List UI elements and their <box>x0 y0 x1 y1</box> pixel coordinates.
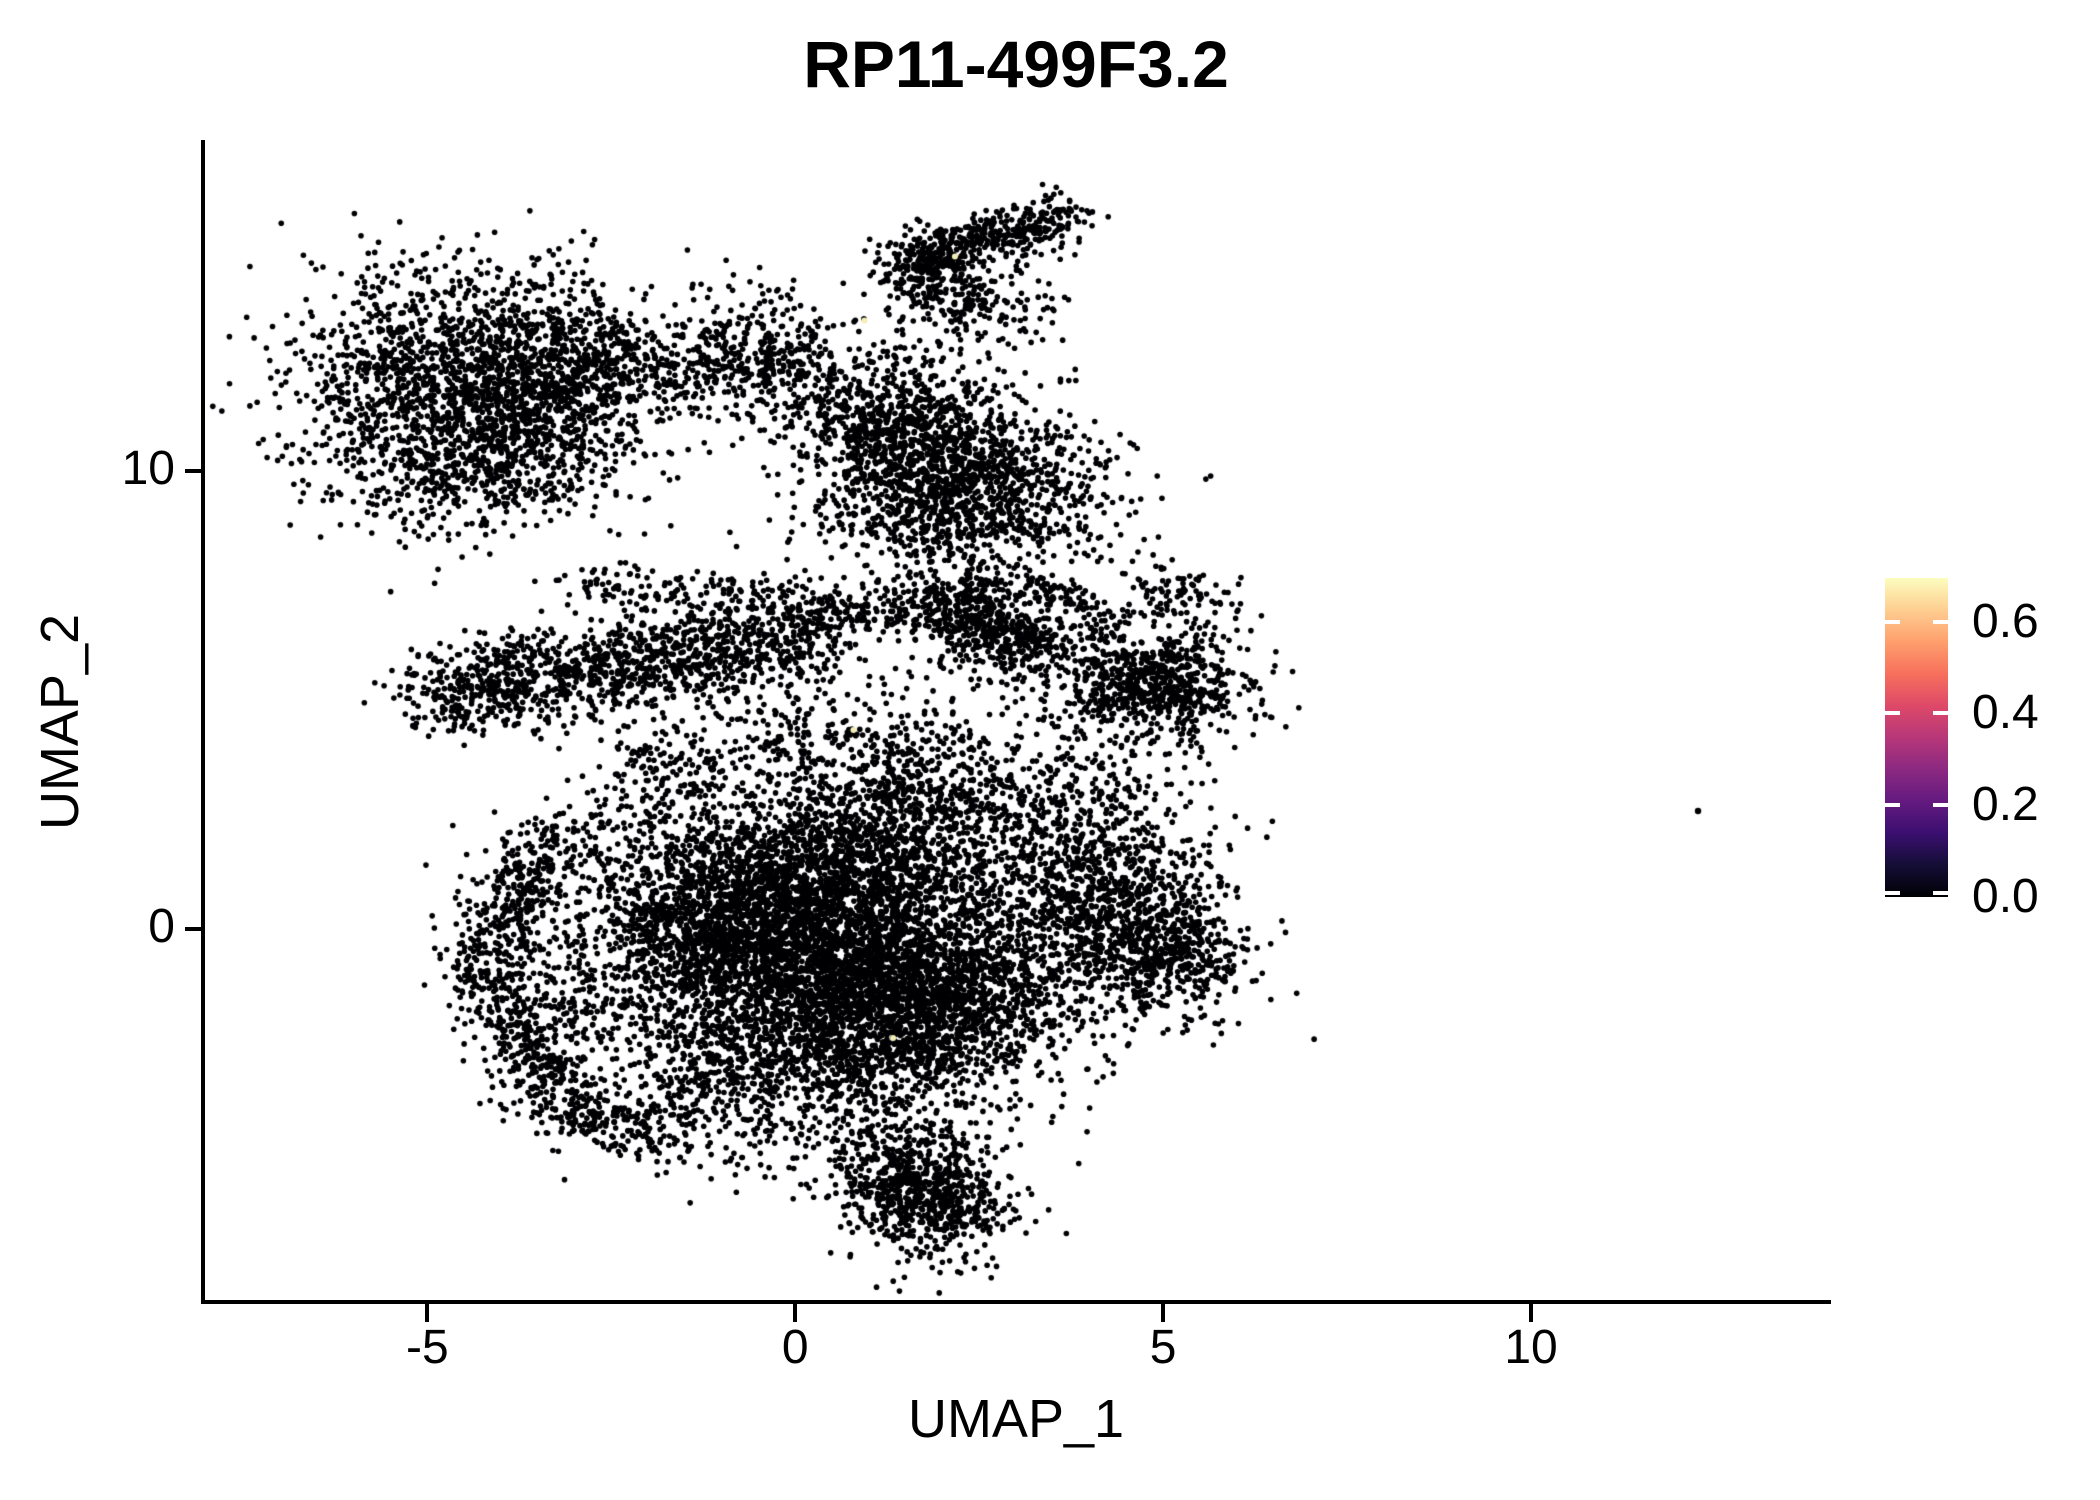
x-tick-mark <box>425 1304 430 1322</box>
legend-tick-dash <box>1933 803 1948 808</box>
legend-tick-dash <box>1933 619 1948 624</box>
x-axis-title: UMAP_1 <box>907 1389 1125 1449</box>
x-tick-mark <box>1161 1304 1166 1322</box>
x-tick-mark <box>1529 1304 1534 1322</box>
legend-tick-dash <box>1885 619 1900 624</box>
x-axis-line <box>201 1300 1831 1304</box>
legend-tick-dash <box>1885 803 1900 808</box>
legend-tick-label: 0.4 <box>1972 686 2039 740</box>
legend-tick-dash <box>1933 891 1948 895</box>
y-tick-label: 0 <box>148 900 175 954</box>
x-tick-label: 5 <box>1149 1321 1177 1374</box>
legend-tick-label: 0.2 <box>1972 778 2039 832</box>
y-tick-mark <box>185 469 203 474</box>
legend-tick-label: 0.6 <box>1972 594 2039 648</box>
y-axis-line <box>201 140 205 1304</box>
legend-tick-dash <box>1885 891 1900 895</box>
y-axis-title: UMAP_2 <box>30 613 90 831</box>
y-tick-mark <box>185 927 203 932</box>
y-tick-label: 10 <box>121 442 175 496</box>
x-tick-mark <box>793 1304 798 1322</box>
legend-tick-dash <box>1885 711 1900 716</box>
x-tick-label: 0 <box>781 1321 809 1374</box>
x-tick-label: 10 <box>1504 1321 1558 1374</box>
plot-title: RP11-499F3.2 <box>803 27 1229 101</box>
legend-colorbar <box>1885 578 1948 897</box>
legend-tick-dash <box>1933 711 1948 716</box>
legend-tick-label: 0.0 <box>1972 870 2039 923</box>
x-tick-label: -5 <box>406 1321 449 1374</box>
